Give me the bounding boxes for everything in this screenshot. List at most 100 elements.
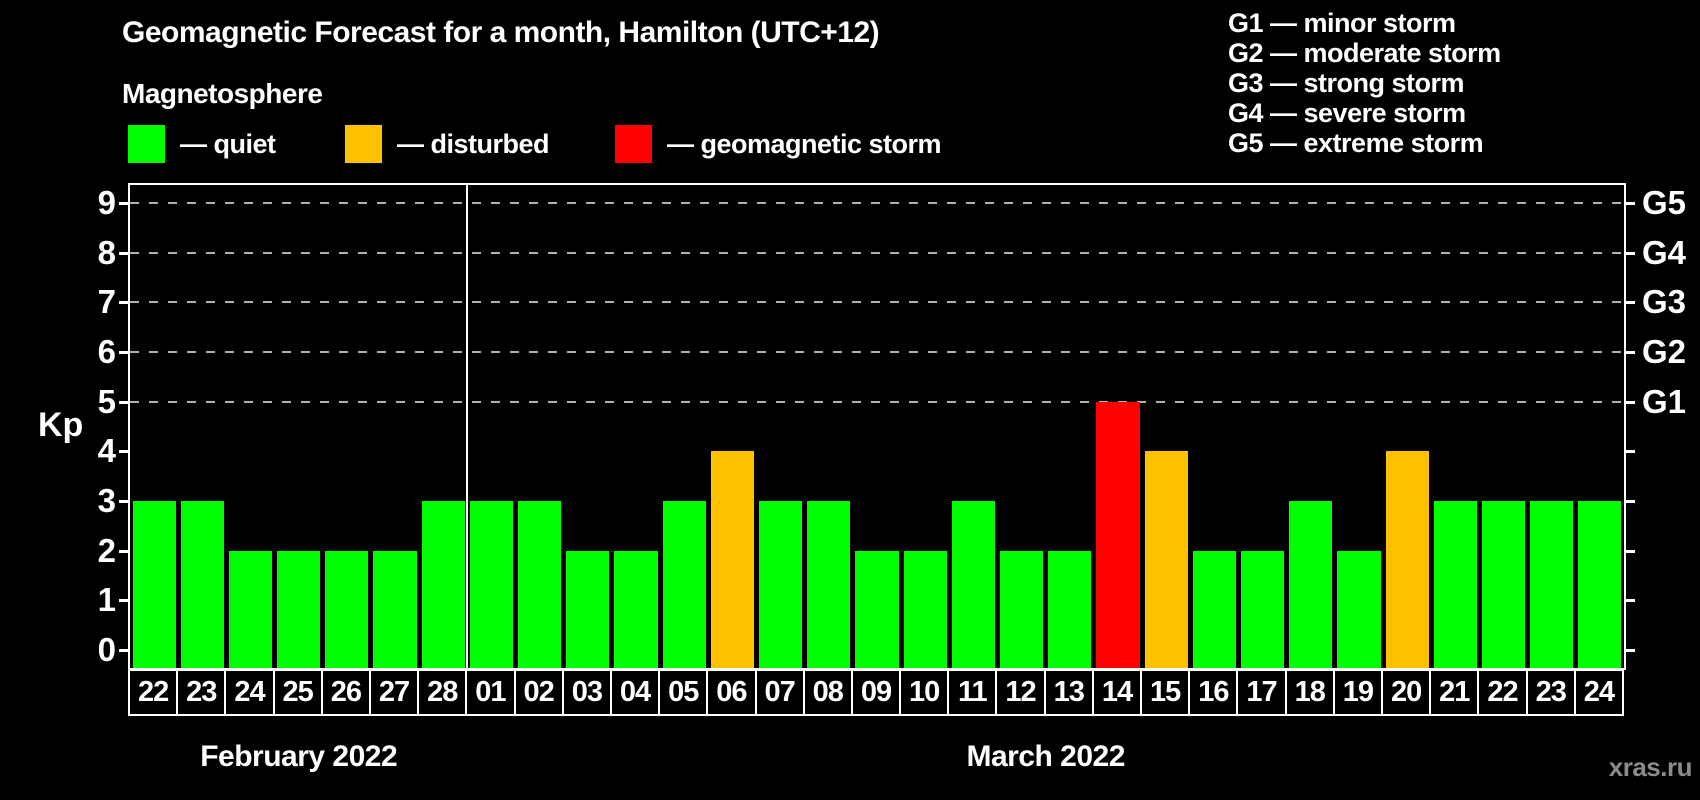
- day-label-04: 04: [609, 669, 661, 716]
- left-tick-kp9: [119, 201, 128, 205]
- day-label-06: 06: [706, 669, 757, 716]
- bar-day-28: [421, 501, 465, 668]
- bar-day-13: [1048, 550, 1092, 668]
- left-tick-kp2: [119, 549, 128, 553]
- legend-item-disturbed: — disturbed: [345, 124, 550, 164]
- day-label-16: 16: [1188, 669, 1239, 716]
- y-tick-label-7: 7: [97, 283, 116, 321]
- right-tick-kp7: [1626, 301, 1635, 305]
- day-label-12: 12: [995, 669, 1046, 716]
- bar-day-27: [373, 550, 417, 668]
- gridline-kp8: [130, 251, 1624, 254]
- day-label-24: 24: [224, 669, 275, 716]
- day-label-27: 27: [368, 669, 420, 716]
- right-tick-kp9: [1626, 201, 1635, 205]
- day-label-11: 11: [947, 669, 998, 716]
- left-tick-kp5: [119, 400, 128, 404]
- right-tick-kp5: [1626, 400, 1635, 404]
- month-separator: [466, 185, 469, 668]
- legend-label-quiet: — quiet: [180, 128, 276, 159]
- y-tick-label-6: 6: [97, 332, 116, 370]
- disturbed-color-swatch: [345, 125, 382, 163]
- left-tick-kp6: [119, 350, 128, 354]
- right-tick-kp2: [1626, 549, 1635, 553]
- g-axis-label-g3: G3: [1642, 283, 1687, 321]
- g-axis-label-g5: G5: [1642, 183, 1687, 221]
- day-label-09: 09: [850, 669, 902, 716]
- bar-day-15: [1144, 451, 1188, 668]
- y-tick-label-0: 0: [97, 631, 116, 668]
- left-tick-kp7: [119, 301, 128, 305]
- month-label: February 2022: [200, 740, 398, 773]
- day-label-26: 26: [320, 669, 371, 716]
- bar-day-10: [903, 550, 947, 668]
- bar-day-03: [566, 550, 610, 668]
- day-label-18: 18: [1284, 669, 1335, 716]
- bar-day-05: [662, 501, 706, 668]
- g-legend-line-g4: G4 — severe storm: [1228, 98, 1466, 128]
- bar-day-08: [807, 501, 851, 668]
- month-label: March 2022: [966, 740, 1125, 773]
- day-label-14: 14: [1091, 669, 1143, 716]
- day-label-22: 22: [1477, 669, 1528, 716]
- bar-day-09: [855, 550, 899, 668]
- watermark: xras.ru: [1608, 752, 1693, 782]
- y-tick-label-1: 1: [97, 581, 116, 619]
- g-legend-line-g3: G3 — strong storm: [1228, 68, 1465, 98]
- legend-item-quiet: — quiet: [128, 124, 276, 164]
- plot-area: [128, 183, 1626, 670]
- bar-day-11: [951, 501, 995, 668]
- bar-day-04: [614, 550, 658, 668]
- bar-day-02: [518, 501, 562, 668]
- day-label-19: 19: [1332, 669, 1384, 716]
- day-label-23: 23: [176, 669, 227, 716]
- right-tick-kp4: [1626, 450, 1635, 454]
- day-label-13: 13: [1043, 669, 1094, 716]
- bar-day-20: [1385, 451, 1429, 668]
- day-label-07: 07: [754, 669, 805, 716]
- legend-label-storm: — geomagnetic storm: [667, 128, 942, 159]
- bar-day-18: [1289, 501, 1333, 668]
- storm-color-swatch: [615, 125, 652, 163]
- day-label-28: 28: [417, 669, 468, 716]
- chart-title: Geomagnetic Forecast for a month, Hamilt…: [122, 16, 880, 49]
- gridline-kp5: [130, 400, 1624, 403]
- day-label-10: 10: [899, 669, 950, 716]
- bar-day-14: [1096, 401, 1140, 668]
- day-label-21: 21: [1429, 669, 1480, 716]
- y-tick-label-8: 8: [97, 233, 116, 271]
- y-tick-label-5: 5: [97, 382, 116, 420]
- legend-item-storm: — geomagnetic storm: [615, 124, 942, 164]
- day-label-20: 20: [1381, 669, 1432, 716]
- left-tick-kp1: [119, 599, 128, 603]
- bar-day-25: [277, 550, 321, 668]
- day-label-03: 03: [561, 669, 612, 716]
- bar-day-17: [1240, 550, 1285, 668]
- day-label-08: 08: [802, 669, 853, 716]
- day-label-02: 02: [513, 669, 564, 716]
- bar-day-16: [1192, 550, 1236, 668]
- day-label-22: 22: [128, 669, 179, 716]
- day-label-05: 05: [658, 669, 709, 716]
- bar-day-23: [180, 501, 224, 668]
- day-label-01: 01: [465, 669, 516, 716]
- y-tick-label-9: 9: [97, 183, 116, 221]
- bar-day-12: [999, 550, 1044, 668]
- g-axis-label-g4: G4: [1642, 233, 1687, 271]
- day-label-23: 23: [1525, 669, 1576, 716]
- bar-day-22: [132, 501, 176, 668]
- bar-day-22: [1481, 501, 1526, 668]
- y-axis-title: Kp: [38, 406, 84, 444]
- magnetosphere-label: Magnetosphere: [122, 78, 323, 109]
- legend-label-disturbed: — disturbed: [397, 128, 550, 159]
- bar-day-24: [228, 550, 273, 668]
- right-tick-kp3: [1626, 499, 1635, 503]
- day-label-24: 24: [1573, 669, 1624, 716]
- g-axis-label-g2: G2: [1642, 332, 1687, 370]
- gridline-kp9: [130, 201, 1624, 204]
- bar-day-01: [469, 501, 514, 668]
- y-tick-label-2: 2: [97, 531, 116, 569]
- bar-day-26: [325, 550, 369, 668]
- quiet-color-swatch: [128, 125, 165, 163]
